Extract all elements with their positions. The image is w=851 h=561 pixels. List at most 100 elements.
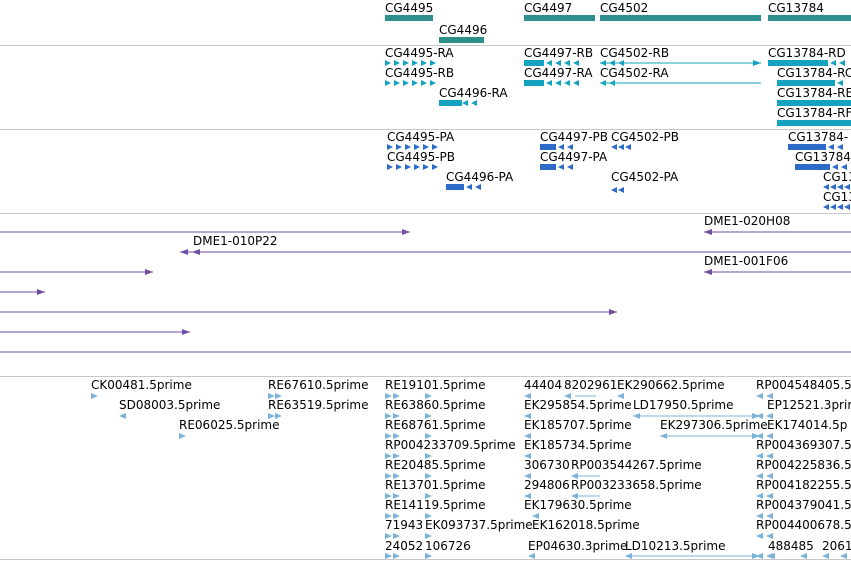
est-label[interactable]: EK297306.5prime — [660, 418, 768, 432]
est-label[interactable]: 2061 — [822, 539, 851, 553]
est-glyph — [532, 513, 539, 519]
transcript-label[interactable]: CG4496-RA — [439, 86, 508, 100]
est-label[interactable]: RP003233658.5prime — [571, 478, 702, 492]
cds-glyph — [844, 184, 850, 190]
est-label[interactable]: 306730 — [524, 458, 570, 472]
est-label[interactable]: 44404 — [524, 378, 563, 392]
clone-label[interactable]: DME1-010P22 — [193, 234, 278, 248]
clone-glyph — [402, 229, 410, 235]
transcript-label[interactable]: CG13784-RF — [777, 106, 851, 120]
protein-label[interactable]: CG4497-PB — [540, 130, 609, 144]
transcript-glyph — [777, 120, 851, 126]
transcript-glyph — [430, 80, 436, 86]
est-label[interactable]: RP004548405.5 — [756, 378, 851, 392]
est-label[interactable]: RE14119.5prime — [385, 498, 486, 512]
transcript-label[interactable]: CG4495-RA — [385, 46, 454, 60]
protein-label[interactable]: CG4502-PB — [611, 130, 680, 144]
est-label[interactable]: RP004233709.5prime — [385, 438, 516, 452]
est-label[interactable]: RE13701.5prime — [385, 478, 486, 492]
transcript-label[interactable]: CG4502-RB — [600, 46, 670, 60]
est-label[interactable]: EK162018.5prime — [532, 518, 640, 532]
est-label[interactable]: RP004225836.5 — [756, 458, 851, 472]
est-label[interactable]: RE19101.5prime — [385, 378, 486, 392]
transcript-glyph — [609, 80, 615, 86]
clone-glyph — [182, 329, 190, 335]
est-label[interactable]: RP004379041.5 — [756, 498, 851, 512]
clone-label[interactable]: DME1-001F06 — [704, 254, 789, 268]
est-label[interactable]: EK185734.5prime — [524, 438, 632, 452]
est-label[interactable]: 24052 — [385, 539, 424, 553]
clone-label[interactable]: DME1-020H08 — [704, 214, 791, 228]
cds-glyph — [423, 144, 429, 150]
est-label[interactable]: RE63519.5prime — [268, 398, 369, 412]
cds-glyph — [844, 204, 850, 210]
protein-label[interactable]: CG4495-PB — [387, 150, 456, 164]
est-label[interactable]: RP004369307.5 — [756, 438, 851, 452]
est-label[interactable]: RP004400678.5 — [756, 518, 851, 532]
est-label[interactable]: EK185707.5prime — [524, 418, 632, 432]
transcript-glyph — [573, 60, 579, 66]
est-label[interactable]: 8202961 — [564, 378, 618, 392]
clone-glyph — [704, 269, 712, 275]
est-label[interactable]: EP12521.3prime — [767, 398, 851, 412]
cds-glyph — [795, 164, 830, 170]
est-label[interactable]: EK179630.5prime — [524, 498, 632, 512]
gene-label[interactable]: CG4497 — [524, 1, 573, 15]
cds-glyph — [567, 164, 573, 170]
track-divider — [0, 213, 851, 214]
transcript-label[interactable]: CG4497-RB — [524, 46, 594, 60]
gene-label[interactable]: CG13784 — [768, 1, 824, 15]
cds-glyph — [823, 184, 829, 190]
transcript-glyph — [573, 80, 579, 86]
est-label[interactable]: RP004182255.5 — [756, 478, 851, 492]
est-label[interactable]: EK093737.5prime — [425, 518, 533, 532]
est-label[interactable]: EK295854.5prime — [524, 398, 632, 412]
est-label[interactable]: EK174014.5p — [767, 418, 848, 432]
transcript-glyph — [394, 60, 400, 66]
protein-label[interactable]: CG13784 — [795, 150, 851, 164]
est-label[interactable]: CK00481.5prime — [91, 378, 192, 392]
gene-label[interactable]: CG4502 — [600, 1, 649, 15]
est-label[interactable]: RP003544267.5prime — [571, 458, 702, 472]
protein-label[interactable]: CG4495-PA — [387, 130, 455, 144]
cds-glyph — [823, 204, 829, 210]
protein-label[interactable]: CG4497-PA — [540, 150, 608, 164]
gene-label[interactable]: CG4496 — [439, 23, 488, 37]
transcript-label[interactable]: CG13784-RD — [768, 46, 846, 60]
protein-label[interactable]: CG13 — [823, 190, 851, 204]
est-label[interactable]: RE63860.5prime — [385, 398, 486, 412]
est-label[interactable]: RE20485.5prime — [385, 458, 486, 472]
gene-label[interactable]: CG4495 — [385, 1, 434, 15]
transcript-label[interactable]: CG13784-RC — [777, 66, 851, 80]
est-label[interactable]: RE67610.5prime — [268, 378, 369, 392]
protein-label[interactable]: CG4502-PA — [611, 170, 679, 184]
est-glyph — [528, 553, 535, 559]
transcript-label[interactable]: CG13784-RE — [777, 86, 851, 100]
est-label[interactable]: LD17950.5prime — [633, 398, 734, 412]
cds-glyph — [625, 144, 631, 150]
est-label[interactable]: LD10213.5prime — [625, 539, 726, 553]
est-label[interactable]: 294806 — [524, 478, 570, 492]
est-label[interactable]: 71943 — [385, 518, 424, 532]
protein-label[interactable]: CG4496-PA — [446, 170, 514, 184]
est-label[interactable]: RE06025.5prime — [179, 418, 280, 432]
est-label[interactable]: SD08003.5prime — [119, 398, 221, 412]
cds-glyph — [432, 144, 438, 150]
est-glyph — [766, 453, 773, 459]
est-glyph — [524, 413, 531, 419]
est-label[interactable]: EP04630.3prime — [528, 539, 628, 553]
protein-label[interactable]: CG13784- — [788, 130, 849, 144]
transcript-glyph — [412, 60, 418, 66]
protein-label[interactable]: CG13 — [823, 170, 851, 184]
transcript-label[interactable]: CG4502-RA — [600, 66, 669, 80]
cds-glyph — [611, 187, 617, 193]
transcript-label[interactable]: CG4495-RB — [385, 66, 455, 80]
est-label[interactable]: 488485 — [768, 539, 814, 553]
est-label[interactable]: RE68761.5prime — [385, 418, 486, 432]
transcript-glyph — [839, 60, 845, 66]
transcript-label[interactable]: CG4497-RA — [524, 66, 593, 80]
transcript-glyph — [777, 100, 851, 106]
est-label[interactable]: 106726 — [425, 539, 471, 553]
est-label[interactable]: EK290662.5prime — [617, 378, 725, 392]
